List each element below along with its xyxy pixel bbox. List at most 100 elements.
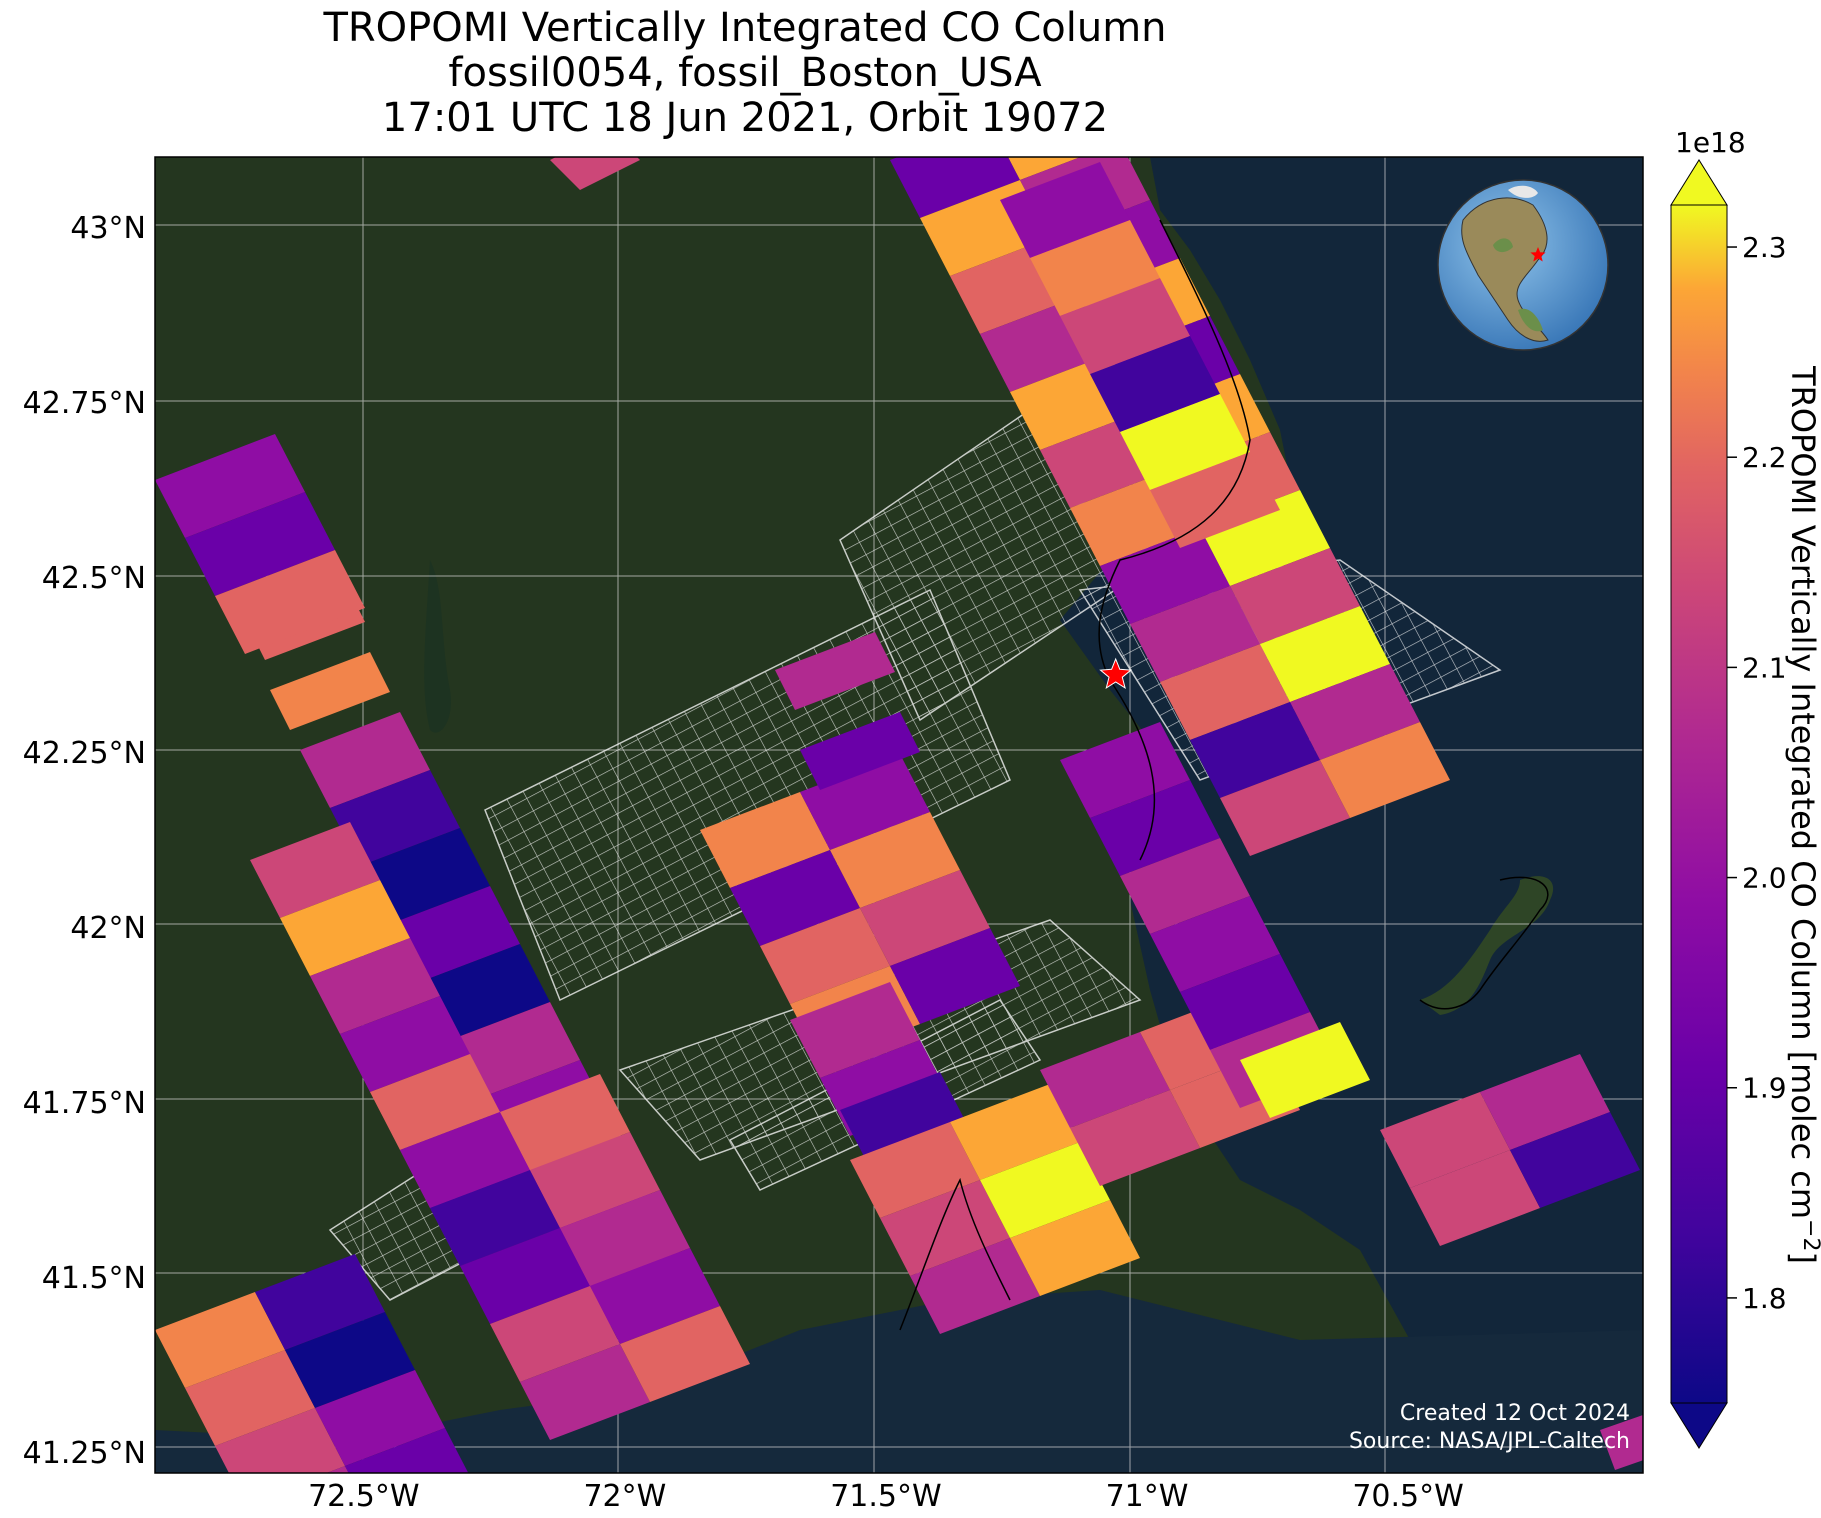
tropomi-pixel xyxy=(1150,452,1280,548)
tropomi-pixel xyxy=(1090,336,1220,432)
tropomi-pixel xyxy=(1290,664,1420,760)
tropomi-pixels xyxy=(155,157,1643,1473)
tropomi-pixel xyxy=(1160,644,1290,740)
tropomi-pixel xyxy=(490,1286,620,1382)
lon-tick-label: 72°W xyxy=(583,1479,666,1514)
tropomi-pixel xyxy=(1010,1200,1140,1296)
tropomi-pixel xyxy=(550,157,640,190)
lat-tick-label: 42.25°N xyxy=(23,736,146,771)
tropomi-pixel xyxy=(1410,1150,1540,1246)
coastline xyxy=(899,219,1549,1331)
colorbar-tick-label: 1.9 xyxy=(1742,1072,1787,1105)
lat-tick-label: 41.75°N xyxy=(23,1086,146,1121)
colorbar-tick-label: 2.0 xyxy=(1742,862,1787,895)
lat-tick-label: 42.75°N xyxy=(23,386,146,421)
tropomi-pixel xyxy=(1120,394,1250,490)
tropomi-pixel xyxy=(215,550,365,654)
title-line-2: fossil0054, fossil_Boston_USA xyxy=(448,50,1042,96)
colorbar-ticks: 1.8 1.9 2.0 2.1 2.2 2.3 xyxy=(1727,231,1787,1315)
tropomi-pixel xyxy=(1260,606,1390,702)
tropomi-pixel xyxy=(1100,528,1230,624)
longitude-tick-labels: 72.5°W 72°W 71.5°W 71°W 70.5°W xyxy=(308,1479,1464,1514)
tropomi-pixel xyxy=(890,928,1020,1024)
tropomi-pixel xyxy=(500,1074,630,1170)
tropomi-pixel xyxy=(310,938,440,1034)
colorbar-bar xyxy=(1670,204,1728,1404)
tropomi-pixel xyxy=(1220,760,1350,856)
tropomi-pixel xyxy=(1380,1092,1510,1188)
tropomi-pixel xyxy=(700,792,830,888)
tropomi-pixel xyxy=(840,1072,970,1168)
credit-source: Source: NASA/JPL-Caltech xyxy=(1349,1429,1630,1454)
tropomi-pixel xyxy=(360,828,490,924)
lat-tick-label: 43°N xyxy=(70,211,146,246)
reservoir xyxy=(424,560,451,733)
tropomi-pixel xyxy=(185,1350,315,1446)
lon-tick-label: 72.5°W xyxy=(308,1479,419,1514)
tropomi-pixel xyxy=(590,1248,720,1344)
tropomi-pixel xyxy=(830,812,960,908)
tropomi-pixel xyxy=(255,1254,385,1350)
tropomi-pixel xyxy=(280,880,410,976)
tropomi-pixel xyxy=(560,1190,690,1286)
tropomi-pixel xyxy=(1000,162,1130,258)
latitude-tick-labels: 43°N 42.75°N 42.5°N 42.25°N 42°N 41.75°N 41.5°… xyxy=(23,211,146,1471)
tropomi-pixel xyxy=(1190,702,1320,798)
tropomi-pixel xyxy=(430,1170,560,1266)
tropomi-pixel xyxy=(285,1312,415,1408)
long-island-sound xyxy=(155,1290,1643,1473)
tropomi-pixel xyxy=(800,754,930,850)
grid-region-central xyxy=(484,588,1011,1002)
tropomi-pixel xyxy=(1200,490,1330,586)
cape-cod xyxy=(1420,876,1554,1015)
lat-tick-label: 42.5°N xyxy=(42,561,146,596)
map-area[interactable]: Created 12 Oct 2024 Source: NASA/JPL-Cal… xyxy=(155,84,1658,1518)
tropomi-pixel xyxy=(400,1112,530,1208)
tropomi-pixel xyxy=(760,908,890,1004)
tropomi-pixel xyxy=(620,1306,750,1402)
tropomi-pixel xyxy=(345,1428,469,1473)
tropomi-pixel xyxy=(1060,722,1190,818)
tropomi-pixel xyxy=(850,1122,980,1218)
tropomi-pixel xyxy=(730,850,860,946)
tropomi-pixel xyxy=(520,1344,650,1440)
map-frame xyxy=(154,156,1644,1474)
colorbar-extend-max xyxy=(1670,159,1728,206)
title-line-1: TROPOMI Vertically Integrated CO Column xyxy=(323,5,1167,51)
tropomi-pixel xyxy=(185,492,335,596)
tropomi-pixel xyxy=(775,632,895,710)
tropomi-pixel xyxy=(450,1002,580,1098)
tropomi-pixel xyxy=(326,1466,349,1473)
tropomi-pixel xyxy=(460,1228,590,1324)
lat-tick-label: 41.5°N xyxy=(42,1261,146,1296)
colorbar-tick-label: 2.1 xyxy=(1742,651,1787,684)
tropomi-pixel xyxy=(340,996,470,1092)
tropomi-pixel xyxy=(910,1238,1040,1334)
globe-icon xyxy=(1437,179,1609,351)
tropomi-pixel xyxy=(315,1370,445,1466)
colorbar-label: TROPOMI Vertically Integrated CO Column … xyxy=(1784,365,1821,1264)
colorbar-extend-min xyxy=(1670,1402,1728,1449)
tropomi-pixel xyxy=(950,1084,1080,1180)
tropomi-pixel xyxy=(155,434,305,538)
star-marker[interactable] xyxy=(1099,657,1133,689)
tropomi-pixel xyxy=(880,1180,1010,1276)
tropomi-pixel xyxy=(250,822,380,918)
lon-tick-label: 71.5°W xyxy=(830,1479,941,1514)
tropomi-pixel xyxy=(270,652,390,730)
tropomi-pixel xyxy=(1480,1054,1610,1150)
credit-created: Created 12 Oct 2024 xyxy=(1400,1401,1630,1426)
tropomi-pixel xyxy=(1320,722,1450,818)
tropomi-pixel xyxy=(800,712,920,790)
lat-tick-label: 41.25°N xyxy=(23,1436,146,1471)
tropomi-pixel xyxy=(790,982,920,1078)
tropomi-pixel xyxy=(1600,1415,1643,1470)
map-title: TROPOMI Vertically Integrated CO Column … xyxy=(0,6,1490,141)
title-line-3: 17:01 UTC 18 Jun 2021, Orbit 19072 xyxy=(381,95,1109,141)
tropomi-pixel xyxy=(980,1142,1110,1238)
tropomi-pixel xyxy=(1090,780,1220,876)
tropomi-pixel xyxy=(300,712,430,808)
tropomi-pixel xyxy=(215,1408,345,1473)
tropomi-pixel xyxy=(370,1054,500,1150)
